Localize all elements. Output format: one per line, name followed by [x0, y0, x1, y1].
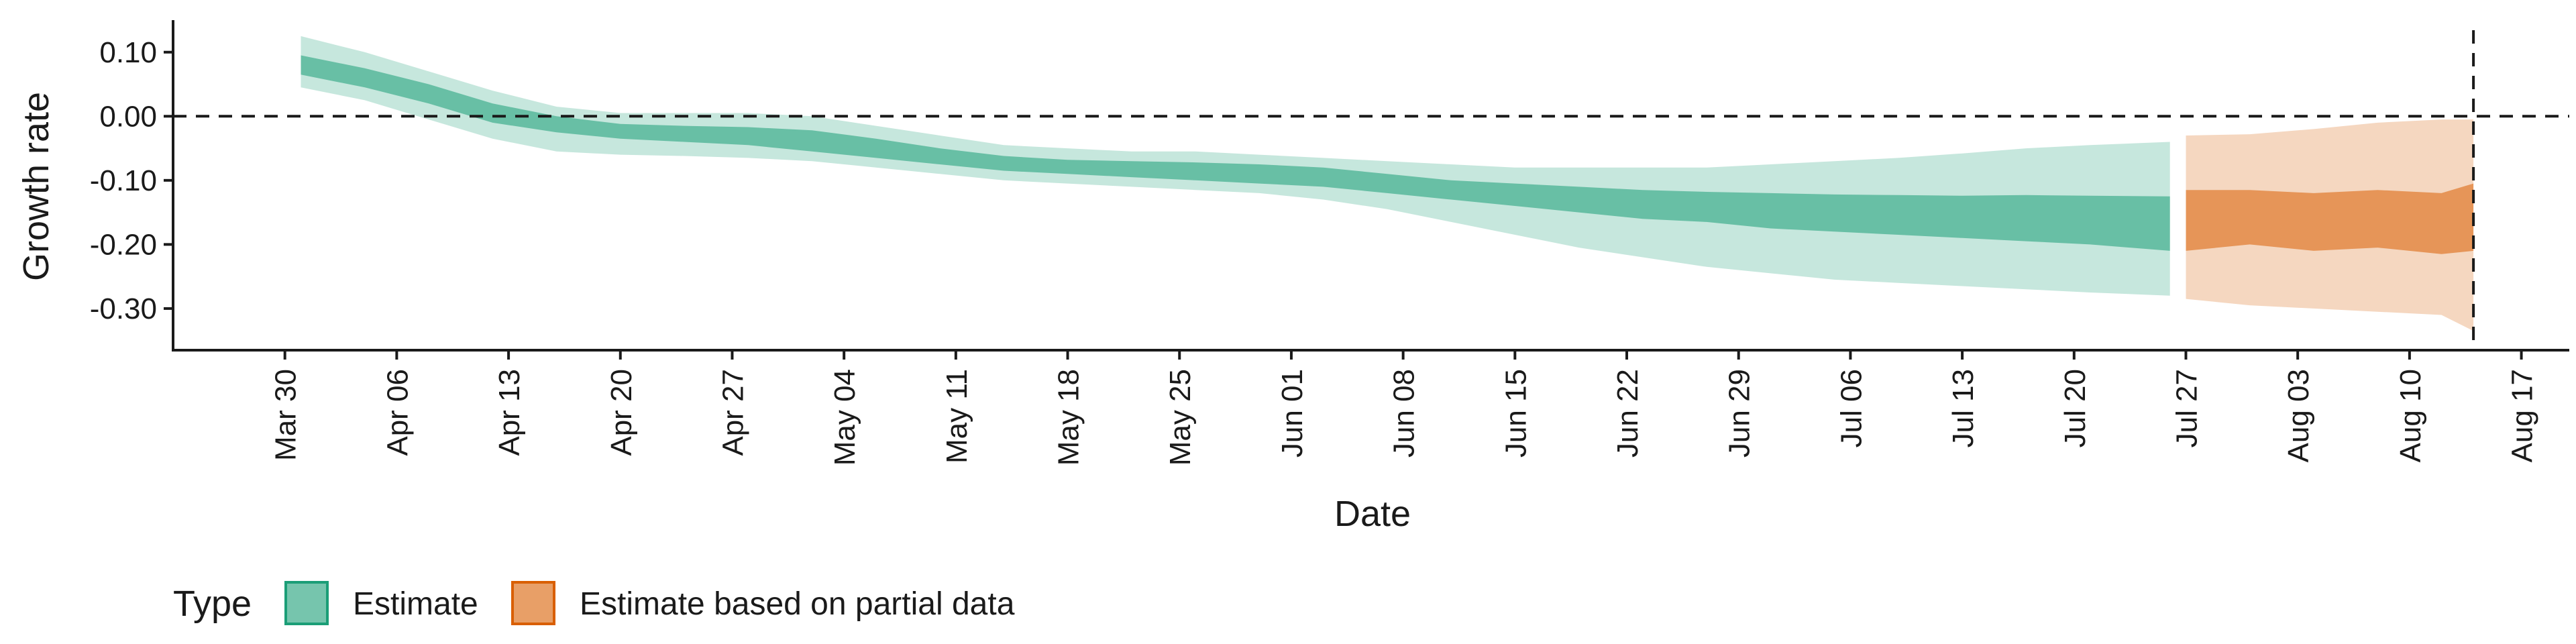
y-tick-label: 0.10: [99, 36, 157, 69]
x-tick-label: Jul 20: [2059, 369, 2092, 447]
x-tick-label: Jun 22: [1611, 369, 1644, 458]
legend-title: Type: [173, 584, 252, 624]
x-ticks: Mar 30 Apr 06 Apr 13 Apr 20 Apr 27 May 04 May …: [270, 350, 2539, 466]
x-tick-label: Jul 27: [2171, 369, 2204, 447]
x-tick-label: Jun 01: [1276, 369, 1309, 458]
x-tick-label: Apr 06: [381, 369, 414, 456]
x-tick-label: Apr 27: [717, 369, 750, 456]
x-tick-label: Mar 30: [270, 369, 303, 461]
legend-swatch-estimate: [284, 581, 329, 625]
legend: Type Estimate Estimate based on partial …: [173, 581, 1015, 625]
y-axis-title: Growth rate: [16, 92, 56, 281]
y-tick-label: -0.20: [90, 228, 157, 261]
band-inner-estimate: [301, 55, 2170, 251]
plot-bands: [301, 36, 2474, 331]
x-tick-label: Aug 03: [2282, 369, 2315, 462]
legend-swatch-partial: [511, 581, 555, 625]
y-tick-label: -0.30: [90, 292, 157, 325]
x-tick-label: May 11: [941, 369, 973, 464]
legend-label-partial: Estimate based on partial data: [580, 586, 1015, 622]
x-tick-label: Jul 06: [1835, 369, 1868, 447]
x-tick-label: Jun 15: [1499, 369, 1532, 458]
y-ticks: 0.10 0.00 -0.10 -0.20 -0.30: [90, 36, 173, 325]
y-tick-label: 0.00: [99, 100, 157, 133]
legend-label-estimate: Estimate: [353, 586, 478, 622]
x-tick-label: Apr 20: [605, 369, 638, 456]
band-inner-partial: [2186, 183, 2474, 254]
x-axis-title: Date: [1334, 494, 1411, 534]
x-tick-label: May 25: [1164, 369, 1197, 466]
x-tick-label: Aug 10: [2394, 369, 2427, 462]
x-tick-label: May 18: [1053, 369, 1085, 466]
x-tick-label: Jun 08: [1388, 369, 1421, 458]
x-tick-label: Apr 13: [493, 369, 526, 456]
y-tick-label: -0.10: [90, 164, 157, 197]
x-tick-label: May 04: [828, 369, 861, 466]
x-tick-label: Jun 29: [1723, 369, 1756, 458]
x-tick-label: Aug 17: [2506, 369, 2539, 462]
x-tick-label: Jul 13: [1947, 369, 1980, 447]
